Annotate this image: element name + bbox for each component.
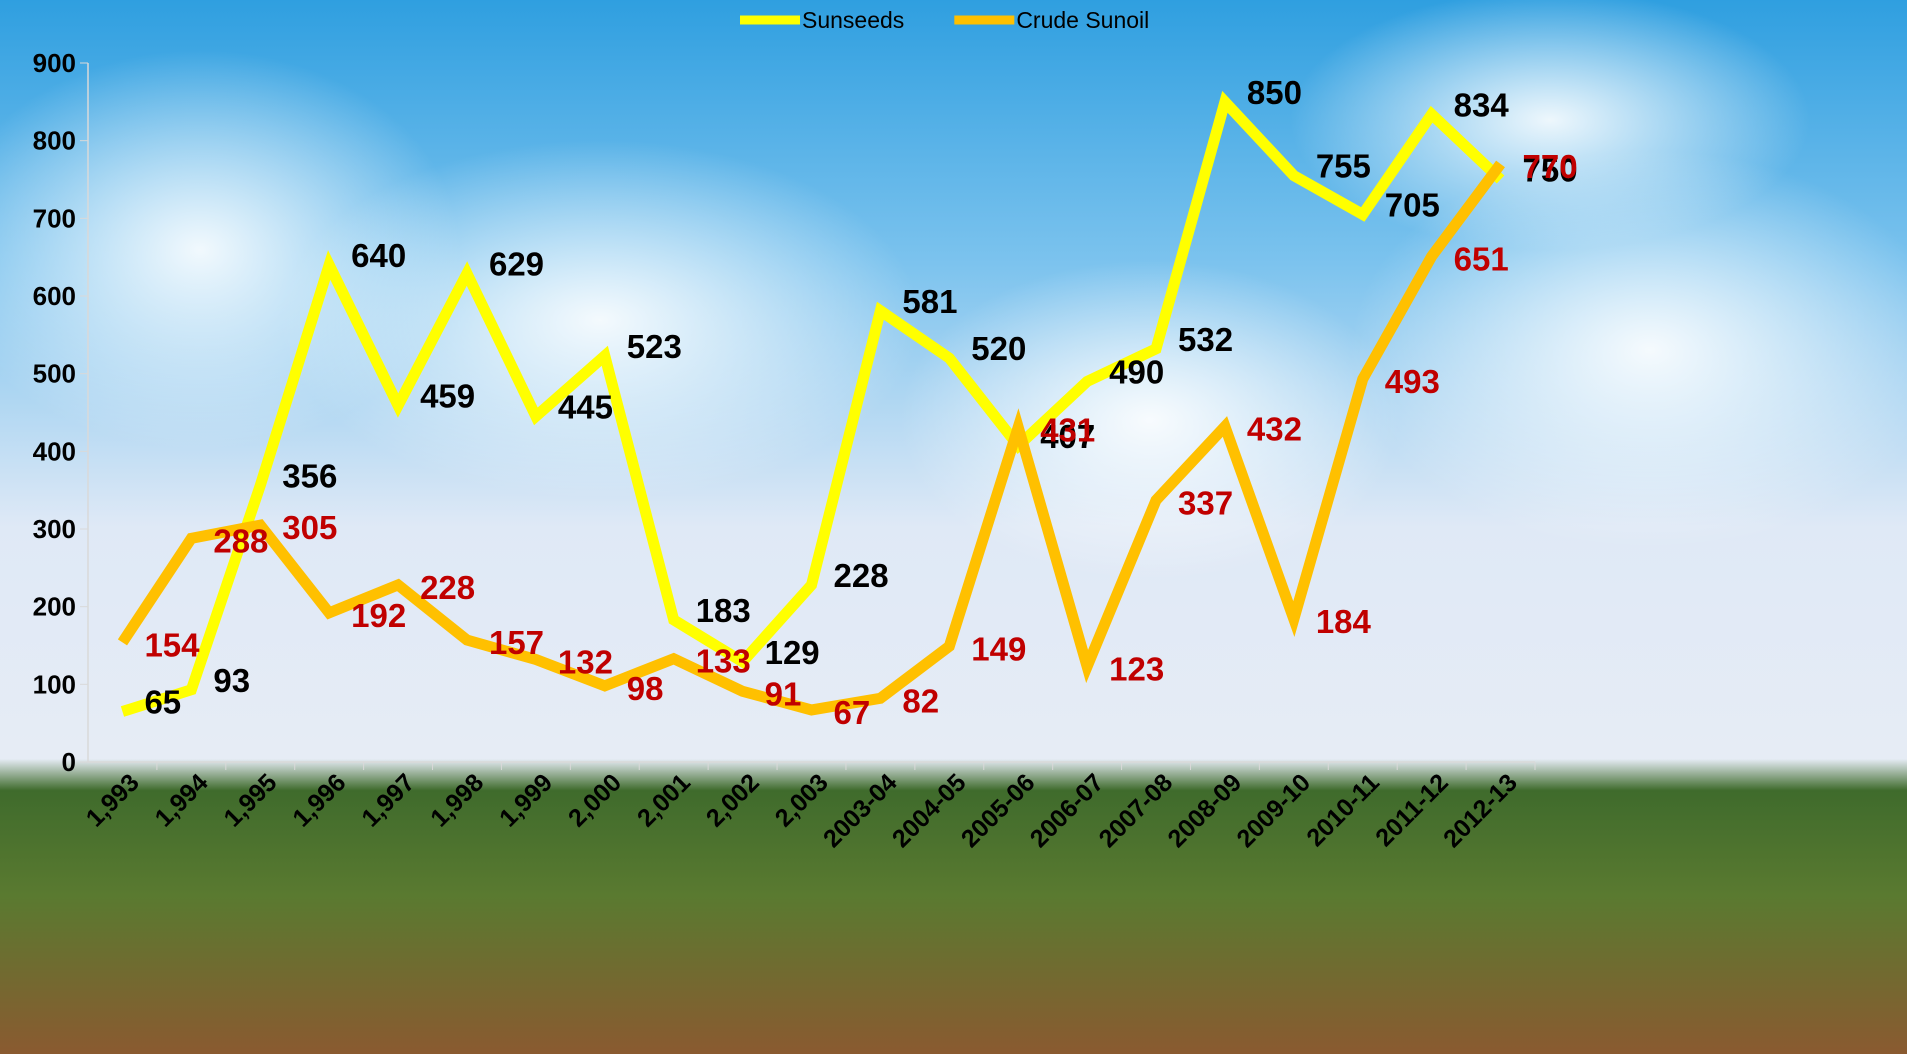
series-line [120,90,1505,717]
data-label: 432 [1247,410,1302,447]
data-label: 91 [765,675,802,712]
data-label: 65 [144,684,181,721]
data-label: 157 [489,624,544,661]
data-label: 770 [1523,148,1578,185]
data-label: 834 [1454,86,1510,123]
y-tick-label: 200 [33,592,76,622]
data-label: 93 [213,662,250,699]
data-label: 629 [489,245,544,282]
data-label: 640 [351,237,406,274]
data-label: 490 [1109,353,1164,390]
data-label: 523 [627,328,682,365]
data-label: 459 [420,378,475,415]
data-label: 98 [627,670,664,707]
legend-label: Crude Sunoil [1016,7,1149,33]
data-label: 651 [1454,240,1509,277]
data-label: 705 [1385,186,1440,223]
data-label: 133 [696,643,751,680]
data-label: 183 [696,592,751,629]
legend-label: Sunseeds [802,7,904,33]
data-label: 288 [213,522,268,559]
y-tick-label: 700 [33,203,76,233]
data-label: 850 [1247,74,1302,111]
y-tick-label: 600 [33,281,76,311]
y-tick-label: 400 [33,436,76,466]
data-label: 129 [765,634,820,671]
cloud [280,140,920,500]
data-label: 149 [971,630,1026,667]
data-label: 445 [558,388,613,425]
data-label: 192 [351,597,406,634]
series-line [117,160,1505,716]
y-tick-label: 100 [33,669,76,699]
y-tick-label: 0 [62,747,76,777]
data-label: 82 [902,682,939,719]
data-label: 431 [1040,411,1095,448]
y-tick-label: 500 [33,359,76,389]
y-tick-label: 300 [33,514,76,544]
data-label: 407 [1040,418,1095,455]
data-label: 750 [1523,152,1578,189]
data-label: 581 [902,283,957,320]
data-label: 305 [282,509,337,546]
cloud [1350,150,1907,550]
data-label: 356 [282,458,337,495]
data-label: 67 [834,694,871,731]
data-label: 228 [834,557,889,594]
data-label: 493 [1385,363,1440,400]
data-label: 123 [1109,650,1164,687]
data-label: 520 [971,330,1026,367]
data-label: 337 [1178,484,1233,521]
data-label: 228 [420,569,475,606]
y-tick-label: 800 [33,126,76,156]
data-label: 184 [1316,603,1372,640]
data-label: 755 [1316,148,1371,185]
y-tick-label: 900 [33,48,76,78]
cloud [900,260,1400,580]
data-label: 132 [558,643,613,680]
data-label: 532 [1178,321,1233,358]
data-label: 154 [144,626,200,663]
